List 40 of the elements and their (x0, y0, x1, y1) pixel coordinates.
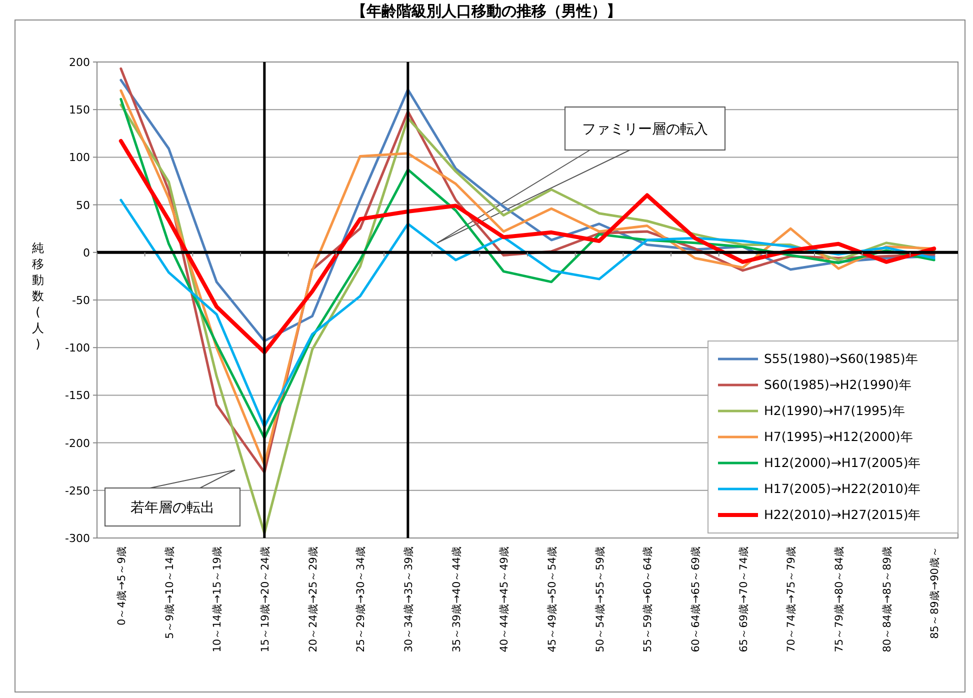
y-tick-label: 0 (83, 246, 90, 260)
annotation: 若年層の転出 (130, 500, 214, 516)
y-tick-label: 200 (69, 56, 90, 69)
x-tick-label: 20～24歳→25～29歳 (306, 546, 320, 652)
x-tick-label: 10～14歳→15～19歳 (210, 546, 224, 652)
x-tick-label: 30～34歳→35～39歳 (402, 546, 415, 652)
legend-label: H12(2000)→H17(2005)年 (764, 455, 922, 470)
legend-label: S55(1980)→S60(1985)年 (764, 351, 918, 366)
x-tick-label: 65～69歳→70～74歳 (736, 546, 750, 652)
y-tick-label: 150 (69, 104, 90, 117)
y-tick-label: -150 (65, 389, 90, 402)
x-tick-label: 5～9歳→10～14歳 (162, 546, 176, 639)
legend-label: H2(1990)→H7(1995)年 (764, 403, 906, 418)
x-tick-label: 35～39歳→40～44歳 (450, 546, 463, 652)
legend-label: H17(2005)→H22(2010)年 (764, 481, 922, 496)
x-tick-label: 75～79歳→80～84歳 (832, 546, 846, 652)
annotation: ファミリー層の転入 (582, 122, 708, 138)
legend-label: H7(1995)→H12(2000)年 (764, 429, 914, 444)
y-tick-label: 100 (69, 151, 90, 164)
x-tick-label: 70～74歳→75～79歳 (784, 546, 798, 652)
y-tick-label: -300 (65, 532, 90, 545)
y-tick-label: -200 (65, 436, 90, 450)
x-tick-label: 0～4歳→5～9歳 (114, 546, 128, 626)
y-tick-label: 50 (76, 198, 90, 212)
x-tick-label: 55～59歳→60～64歳 (641, 546, 654, 652)
y-axis-title: 純移動数(人) (32, 241, 44, 351)
x-tick-label: 45～49歳→50～54歳 (545, 546, 558, 652)
x-tick-label: 40～44歳→45～49歳 (498, 546, 511, 652)
legend-label: S60(1985)→H2(1990)年 (764, 377, 912, 392)
y-tick-label: -50 (72, 294, 90, 307)
x-tick-label: 15～19歳→20～24歳 (258, 546, 272, 652)
x-tick-label: 50～54歳→55～59歳 (593, 546, 606, 652)
y-tick-label: -250 (65, 484, 90, 498)
x-tick-label: 85～89歳→90歳～ (928, 546, 942, 639)
legend-label: H22(2010)→H27(2015)年 (764, 507, 922, 522)
x-tick-label: 25～29歳→30～34歳 (354, 546, 368, 652)
x-tick-label: 60～64歳→65～69歳 (688, 546, 702, 652)
x-tick-label: 80～84歳→85～89歳 (880, 546, 894, 652)
chart-title: 【年齢階級別人口移動の推移（男性）】 (352, 2, 622, 20)
y-tick-label: -100 (65, 342, 90, 355)
